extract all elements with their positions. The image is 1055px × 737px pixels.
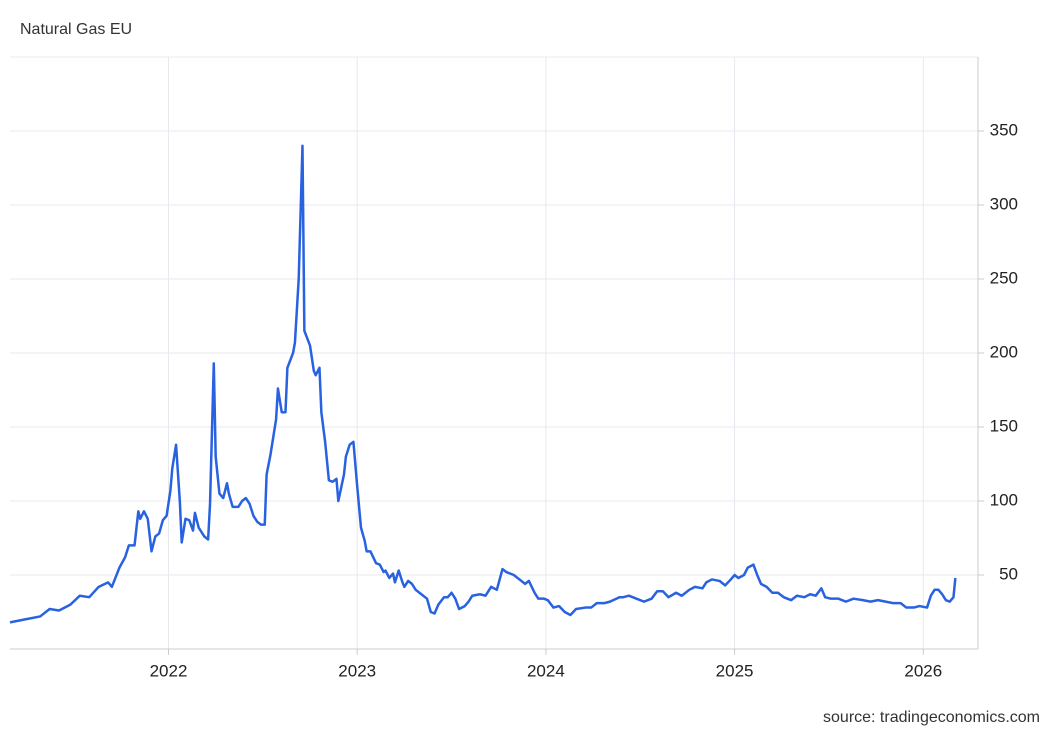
- y-tick-label: 100: [990, 490, 1018, 509]
- x-tick-label: 2022: [150, 661, 188, 680]
- y-tick-label: 50: [999, 564, 1018, 583]
- x-tick-label: 2026: [904, 661, 942, 680]
- x-tick-label: 2023: [338, 661, 376, 680]
- y-tick-label: 200: [990, 342, 1018, 361]
- x-tick-label: 2024: [527, 661, 565, 680]
- y-tick-label: 300: [990, 194, 1018, 213]
- y-tick-label: 150: [990, 416, 1018, 435]
- y-tick-label: 250: [990, 268, 1018, 287]
- line-series: [9, 144, 957, 624]
- x-tick-label: 2025: [716, 661, 754, 680]
- y-tick-label: 350: [990, 120, 1018, 139]
- source-note: source: tradingeconomics.com: [823, 709, 1040, 726]
- chart-title: Natural Gas EU: [20, 21, 132, 38]
